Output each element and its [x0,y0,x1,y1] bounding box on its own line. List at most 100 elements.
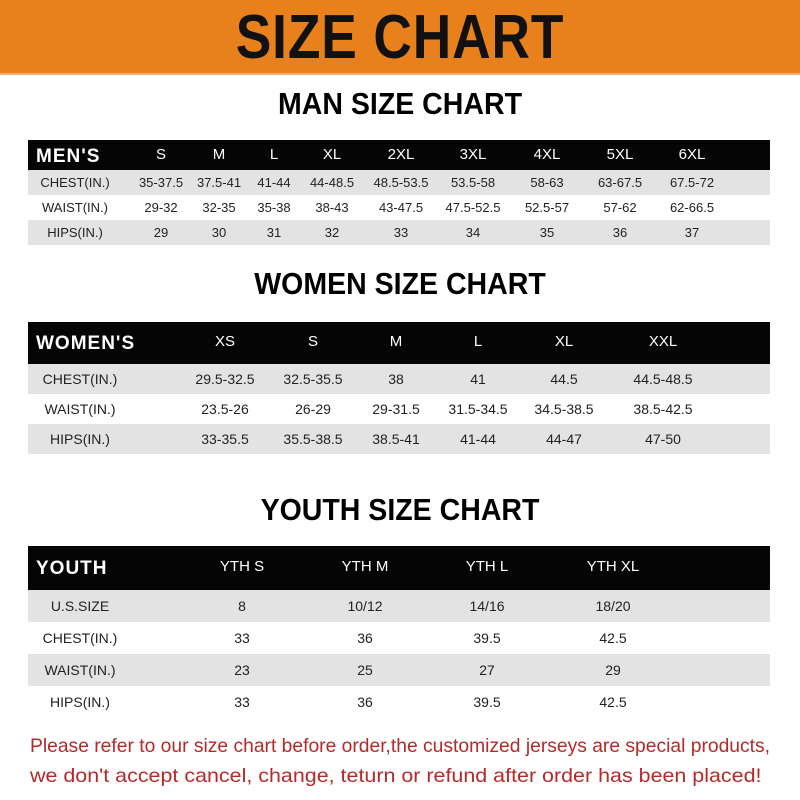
measure-label: CHEST(IN.) [42,371,118,387]
size-value-cell: 62-66.5 [669,200,715,215]
youth-size-table: YOUTH YTH S YTH M YTH L YTH XL U.S.SIZE 8 10/12… [28,546,770,718]
measure-label: HIPS(IN.) [47,225,103,240]
table-row: HIPS(IN.) 29 30 31 32 33 34 35 36 37 [28,220,770,245]
size-header-cell: XS [214,333,236,350]
table-title-cell: WOMEN'S [36,333,136,354]
size-value-cell: 57-62 [603,200,637,215]
size-value-cell: 39.5 [473,694,501,710]
size-value-cell: 38-43 [315,200,349,215]
size-value-cell: 41-44 [257,175,291,190]
table-header-row: YOUTH YTH S YTH M YTH L YTH XL [28,546,770,590]
size-value-cell: 34 [465,225,481,240]
size-value-cell: 67.5-72 [669,175,715,190]
footer-notice-line-2: we don't accept cancel, change, teturn o… [30,765,762,787]
size-value-cell: 33 [393,225,409,240]
size-value-cell: 58-63 [530,175,564,190]
size-header-cell: YTH S [219,558,265,575]
size-value-cell: 23 [234,662,250,678]
size-value-cell: 38.5-42.5 [633,401,693,417]
table-row: WAIST(IN.) 29-32 32-35 35-38 38-43 43-47.5 47.… [28,195,770,220]
size-chart-banner: SIZE CHART [0,0,800,75]
size-value-cell: 27 [479,662,495,678]
size-header-cell: 2XL [387,146,415,163]
men-size-table: MEN'S S M L XL 2XL 3XL 4XL 5XL 6XL CHEST(IN.) 35-37… [28,140,770,245]
size-value-cell: 44.5-48.5 [633,371,693,387]
size-value-cell: 32 [324,225,340,240]
size-value-cell: 29 [153,225,169,240]
size-value-cell: 52.5-57 [524,200,570,215]
table-header-row: WOMEN'S XS S M L XL XXL [28,322,770,364]
women-size-table: WOMEN'S XS S M L XL XXL CHEST(IN.) 29.5-32.5 32.5… [28,322,770,454]
table-header-row: MEN'S S M L XL 2XL 3XL 4XL 5XL 6XL [28,140,770,170]
table-row: WAIST(IN.) 23.5-26 26-29 29-31.5 31.5-34.5 34… [28,394,770,424]
measure-label: WAIST(IN.) [44,662,116,678]
size-value-cell: 34.5-38.5 [534,401,594,417]
size-value-cell: 29.5-32.5 [195,371,255,387]
table-title-cell: MEN'S [36,146,101,167]
size-value-cell: 33 [234,630,250,646]
women-section-title: WOMEN SIZE CHART [254,266,546,301]
size-value-cell: 38.5-41 [372,431,420,447]
size-header-cell: M [212,146,226,163]
size-value-cell: 10/12 [347,598,383,614]
measure-label: U.S.SIZE [50,598,110,614]
size-header-cell: XL [554,333,574,350]
size-value-cell: 41 [470,371,486,387]
footer-notice-line-1: Please refer to our size chart before or… [30,735,770,757]
size-value-cell: 37 [684,225,700,240]
size-value-cell: 30 [211,225,227,240]
size-value-cell: 37.5-41 [196,175,242,190]
size-header-cell: L [269,146,279,163]
size-value-cell: 23.5-26 [201,401,249,417]
measure-label: CHEST(IN.) [42,630,118,646]
measure-label: CHEST(IN.) [40,175,110,190]
size-value-cell: 32-35 [202,200,236,215]
size-value-cell: 31 [266,225,282,240]
size-value-cell: 39.5 [473,630,501,646]
table-row: HIPS(IN.) 33 36 39.5 42.5 [28,686,770,718]
size-header-cell: 4XL [533,146,561,163]
size-value-cell: 44-47 [546,431,582,447]
table-row: CHEST(IN.) 35-37.5 37.5-41 41-44 44-48.5 48.5… [28,170,770,195]
size-value-cell: 48.5-53.5 [373,175,429,190]
size-value-cell: 36 [357,630,373,646]
size-value-cell: 53.5-58 [450,175,496,190]
measure-label: HIPS(IN.) [50,694,110,710]
table-row: CHEST(IN.) 33 36 39.5 42.5 [28,622,770,654]
size-value-cell: 35-38 [257,200,291,215]
size-value-cell: 63-67.5 [597,175,643,190]
size-value-cell: 36 [612,225,628,240]
men-section-title: MAN SIZE CHART [277,86,523,121]
size-value-cell: 29 [605,662,621,678]
size-header-cell: 5XL [606,146,634,163]
size-value-cell: 35-37.5 [138,175,184,190]
banner-title: SIZE CHART [235,3,565,72]
size-value-cell: 33 [234,694,250,710]
size-value-cell: 38 [388,371,404,387]
size-value-cell: 29-32 [144,200,178,215]
measure-label: WAIST(IN.) [44,401,116,417]
size-value-cell: 31.5-34.5 [448,401,508,417]
table-row: WAIST(IN.) 23 25 27 29 [28,654,770,686]
size-value-cell: 47-50 [645,431,681,447]
table-row: CHEST(IN.) 29.5-32.5 32.5-35.5 38 41 44.5 44.5… [28,364,770,394]
size-value-cell: 35.5-38.5 [283,431,343,447]
size-value-cell: 47.5-52.5 [445,200,501,215]
size-header-cell: 3XL [459,146,487,163]
size-value-cell: 44-48.5 [309,175,355,190]
size-header-cell: YTH XL [586,558,640,575]
table-title-cell: YOUTH [36,558,108,579]
size-value-cell: 35 [539,225,555,240]
size-header-cell: YTH L [465,558,509,575]
size-value-cell: 36 [357,694,373,710]
size-header-cell: XXL [648,333,678,350]
size-value-cell: 42.5 [599,630,627,646]
size-header-cell: S [307,333,319,350]
measure-label: HIPS(IN.) [50,431,110,447]
size-value-cell: 26-29 [295,401,331,417]
size-header-cell: L [473,333,483,350]
size-header-cell: YTH M [341,558,389,575]
size-header-cell: S [155,146,167,163]
size-value-cell: 41-44 [460,431,496,447]
size-value-cell: 32.5-35.5 [283,371,343,387]
